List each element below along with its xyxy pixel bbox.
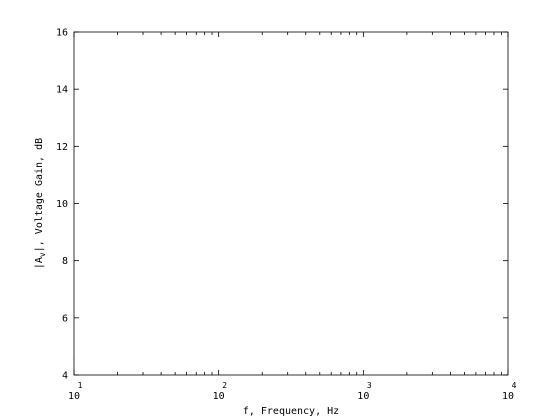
x-axis-label: f, Frequency, Hz: [243, 406, 339, 417]
x-tick-label-exponent: 4: [512, 381, 517, 390]
y-tick-label: 6: [62, 313, 68, 324]
x-tick-label-exponent: 3: [367, 381, 372, 390]
y-axis-label-rest: |, Voltage Gain, dB: [34, 138, 45, 252]
y-axis-label-subscript: v: [38, 252, 47, 257]
plot-frame: [73, 31, 509, 376]
x-tick-label-base: 10: [213, 391, 225, 402]
y-tick-label: 10: [56, 199, 68, 210]
x-tick-label-exponent: 1: [78, 381, 83, 390]
y-axis-label-main: |A: [34, 257, 45, 269]
x-tick-label-exponent: 2: [222, 381, 227, 390]
x-tick-label-base: 10: [357, 391, 369, 402]
frame-layer: [73, 31, 509, 376]
y-tick-label: 4: [62, 371, 68, 382]
y-axis-label: |Av|, Voltage Gain, dB: [34, 138, 47, 269]
y-tick-label: 8: [62, 256, 68, 267]
y-tick-label: 16: [56, 28, 68, 39]
y-tick-labels: 4 6 8 10 12 14 16: [56, 28, 68, 382]
x-tick-label-base: 10: [68, 391, 80, 402]
y-tick-label: 12: [56, 142, 68, 153]
x-tick-label-base: 10: [502, 391, 514, 402]
y-tick-label: 14: [56, 85, 68, 96]
